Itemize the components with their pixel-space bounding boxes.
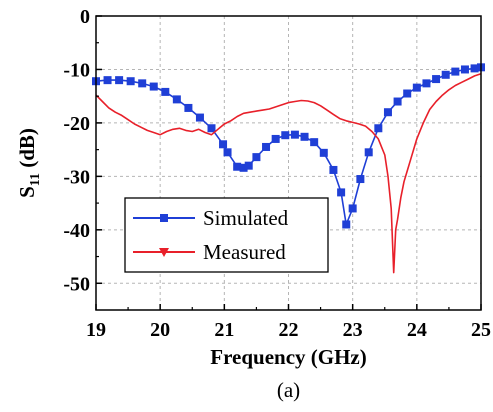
y-tick-label: -40: [63, 220, 90, 242]
data-point-simulated: [422, 79, 431, 88]
data-point-simulated: [184, 103, 193, 112]
data-point-simulated: [348, 204, 357, 213]
data-point-simulated: [262, 142, 271, 151]
data-point-simulated: [319, 148, 328, 157]
data-point-simulated: [233, 162, 242, 171]
tick-marks: [95, 15, 482, 310]
data-point-simulated: [383, 108, 392, 117]
y-tick-label: 0: [80, 6, 90, 28]
legend-marker-shape: [159, 248, 169, 257]
data-point-simulated: [403, 89, 412, 98]
data-point-simulated: [195, 113, 204, 122]
data-point-simulated: [451, 67, 460, 76]
legend-marker-simulated: [160, 214, 168, 222]
data-point-simulated: [115, 76, 124, 85]
data-point-simulated: [244, 161, 253, 170]
x-tick-label: 24: [407, 319, 427, 341]
data-point-simulated: [412, 83, 421, 92]
data-point-simulated: [207, 124, 216, 133]
data-point-simulated: [342, 220, 351, 229]
x-tick-label: 22: [279, 319, 299, 341]
y-axis-title-sub: 11: [28, 173, 43, 186]
x-tick-label: 23: [343, 319, 363, 341]
data-point-simulated: [239, 163, 248, 172]
data-point-simulated: [300, 132, 309, 141]
y-axis-title: S11 (dB): [15, 128, 43, 198]
y-tick-label: -50: [63, 273, 90, 295]
data-point-simulated: [441, 70, 450, 79]
data-point-simulated: [374, 124, 383, 133]
legend: Simulated Measured: [124, 197, 329, 273]
series-line-measured: [95, 72, 482, 274]
y-axis-title-unit: (dB): [15, 128, 39, 173]
data-point-simulated: [161, 87, 170, 96]
data-point-simulated: [432, 75, 441, 84]
data-point-simulated: [356, 175, 365, 184]
data-point-simulated: [460, 65, 469, 74]
data-point-simulated: [271, 134, 280, 143]
data-point-simulated: [103, 76, 112, 85]
x-tick-label: 21: [214, 319, 234, 341]
data-point-simulated: [126, 77, 135, 86]
series-layer: [92, 63, 485, 274]
legend-label-simulated: Simulated: [203, 206, 289, 230]
data-point-simulated: [310, 138, 319, 147]
x-tick-labels: 19 20 21 22 23 24 25: [86, 319, 491, 341]
data-point-simulated: [393, 97, 402, 106]
series-measured: [95, 72, 482, 274]
data-point-simulated: [470, 64, 479, 73]
data-point-simulated: [290, 130, 299, 139]
data-point-simulated: [138, 79, 147, 88]
figure-caption: (a): [277, 378, 300, 402]
y-tick-labels: 0 -10 -20 -30 -40 -50: [63, 6, 90, 295]
data-point-simulated: [364, 148, 373, 157]
y-tick-label: -10: [63, 59, 90, 81]
y-tick-label: -20: [63, 113, 90, 135]
legend-marker-measured: [159, 248, 169, 257]
data-point-simulated: [219, 140, 228, 149]
x-tick-label: 19: [86, 319, 106, 341]
data-point-simulated: [223, 148, 232, 157]
data-point-simulated: [172, 95, 181, 104]
x-axis-title: Frequency (GHz): [210, 345, 367, 369]
data-point-simulated: [337, 188, 346, 197]
legend-box: [124, 197, 329, 273]
data-point-simulated: [281, 131, 290, 140]
data-point-simulated: [149, 82, 158, 91]
data-point-simulated: [329, 165, 338, 174]
x-tick-label: 25: [471, 319, 491, 341]
legend-marker-shape: [160, 214, 168, 222]
x-tick-label: 20: [150, 319, 170, 341]
data-point-simulated: [252, 153, 261, 162]
series-simulated: [92, 63, 485, 229]
y-axis-title-main: S: [15, 186, 39, 198]
legend-label-measured: Measured: [203, 240, 286, 264]
y-tick-label: -30: [63, 166, 90, 188]
